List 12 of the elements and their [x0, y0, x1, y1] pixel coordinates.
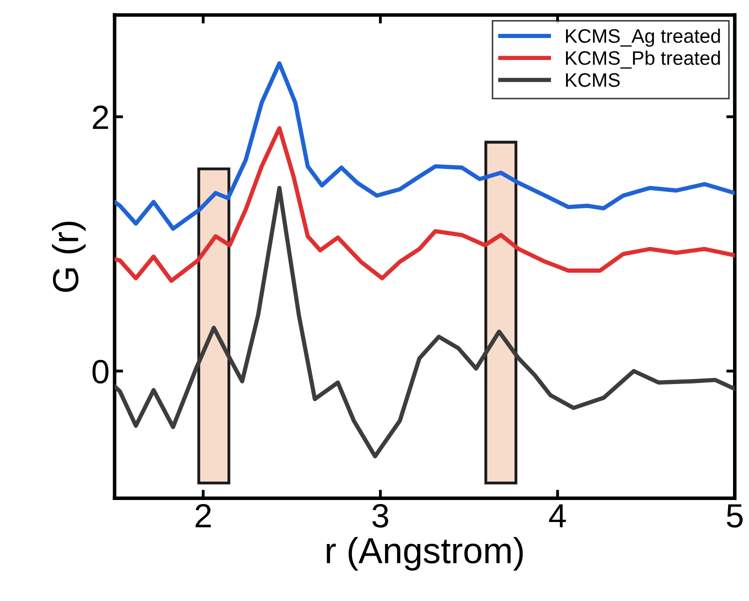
x-tick-label: 5 — [726, 504, 743, 528]
y-axis-title: G (r) — [52, 222, 86, 292]
line-series — [114, 126, 735, 283]
legend-label: KCMS — [566, 73, 620, 87]
x-tick-label: 2 — [196, 504, 211, 528]
x-tick-label: 4 — [549, 504, 566, 528]
y-tick-label: 0 — [92, 360, 108, 384]
x-tick-label: 3 — [372, 504, 388, 528]
line-series — [114, 186, 735, 458]
legend-label: KCMS_Ag treated — [566, 28, 720, 47]
x-axis-title: r (Angstrom) — [326, 536, 523, 571]
legend-label: KCMS_Pb treated — [566, 50, 720, 69]
